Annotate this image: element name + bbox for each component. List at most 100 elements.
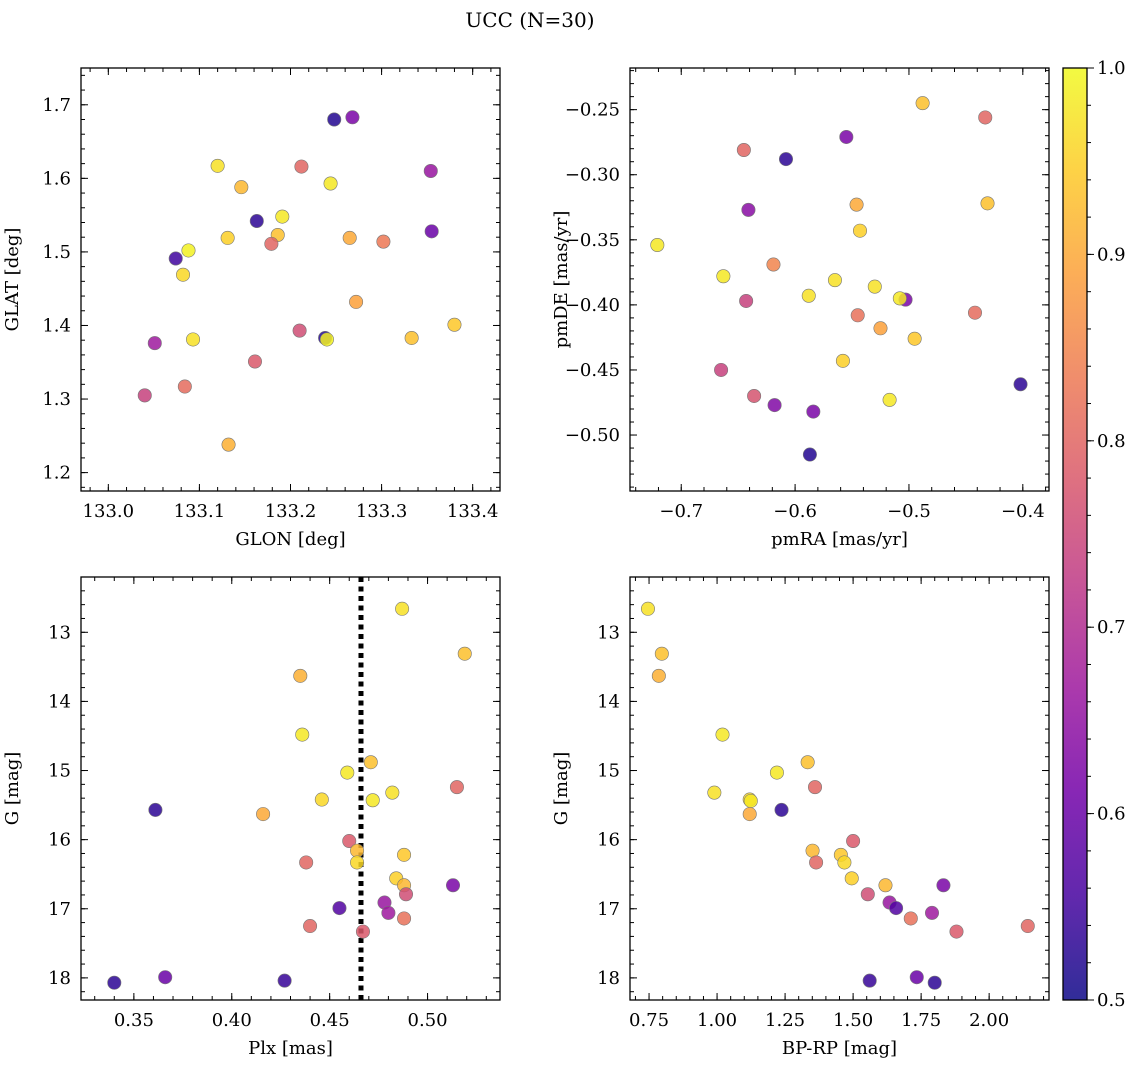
ytick-label-bprp-g-4: 17 xyxy=(597,899,620,920)
point-plx-g-23 xyxy=(381,905,396,920)
point-pmra-pmde-22 xyxy=(835,353,850,368)
colorbar: 0.5 0.6 0.7 0.8 0.9 1.0 xyxy=(1062,58,1126,1011)
point-pmra-pmde-18 xyxy=(850,308,865,323)
colorbar-gradient xyxy=(1063,68,1087,1000)
colorbar-tick-label-2: 0.7 xyxy=(1097,617,1126,638)
xtick-label-bprp-g-0: 0.75 xyxy=(629,1010,669,1031)
xtick-label-plx-g-1: 0.40 xyxy=(212,1010,252,1031)
point-glon-glat-18 xyxy=(349,294,364,309)
point-plx-g-28 xyxy=(277,973,292,988)
ytick-label-glon-glat-3: 1.5 xyxy=(42,242,71,263)
colorbar-tick-label-4: 0.9 xyxy=(1097,244,1126,265)
panel-plx-g: 0.35 0.40 0.45 0.50 13 14 15 16 17 18 Plx [mas] G [… xyxy=(2,576,501,1059)
ytick-label-pmra-pmde-5: −0.25 xyxy=(565,100,620,121)
point-bprp-g-18 xyxy=(878,878,893,893)
point-glon-glat-16 xyxy=(168,251,183,266)
point-bprp-g-1 xyxy=(654,646,669,661)
point-glon-glat-26 xyxy=(247,354,262,369)
ytick-label-plx-g-4: 17 xyxy=(48,899,71,920)
point-glon-glat-3 xyxy=(294,159,309,174)
point-glon-glat-14 xyxy=(264,236,279,251)
point-pmra-pmde-10 xyxy=(766,257,781,272)
point-plx-g-13 xyxy=(350,843,365,858)
point-bprp-g-27 xyxy=(909,970,924,985)
xtick-label-plx-g-3: 0.50 xyxy=(408,1010,448,1031)
xtick-label-glon-glat-3: 133.3 xyxy=(356,501,408,522)
point-glon-glat-23 xyxy=(404,330,419,345)
point-plx-g-29 xyxy=(107,975,122,990)
point-glon-glat-4 xyxy=(423,163,438,178)
xlabel-plx-g: Plx [mas] xyxy=(248,1038,333,1059)
ytick-label-pmra-pmde-1: −0.45 xyxy=(565,360,620,381)
point-plx-g-10 xyxy=(148,802,163,817)
xlabel-glon-glat: GLON [deg] xyxy=(235,529,345,550)
point-glon-glat-15 xyxy=(181,243,196,258)
point-bprp-g-11 xyxy=(742,807,757,822)
xtick-label-bprp-g-1: 1.00 xyxy=(697,1010,737,1031)
ytick-label-bprp-g-5: 18 xyxy=(597,968,620,989)
ytick-label-bprp-g-0: 13 xyxy=(597,622,620,643)
point-bprp-g-3 xyxy=(715,727,730,742)
point-glon-glat-20 xyxy=(292,323,307,338)
ytick-label-bprp-g-1: 14 xyxy=(597,691,620,712)
colorbar-tick-label-0: 0.5 xyxy=(1097,990,1126,1011)
point-glon-glat-22 xyxy=(319,332,334,347)
axes-frame-bprp-g xyxy=(629,576,1050,1001)
xtick-label-bprp-g-5: 2.00 xyxy=(969,1010,1009,1031)
point-glon-glat-24 xyxy=(186,332,201,347)
xtick-label-pmra-pmde-1: −0.6 xyxy=(773,501,817,522)
point-plx-g-3 xyxy=(295,727,310,742)
point-glon-glat-17 xyxy=(176,267,191,282)
point-pmra-pmde-4 xyxy=(778,152,793,167)
point-bprp-g-24 xyxy=(903,911,918,926)
point-pmra-pmde-12 xyxy=(827,273,842,288)
point-bprp-g-23 xyxy=(925,905,940,920)
point-bprp-g-13 xyxy=(805,843,820,858)
xlabel-pmra-pmde: pmRA [mas/yr] xyxy=(771,529,908,550)
panel-bprp-g: 0.75 1.00 1.25 1.50 1.75 2.00 13 14 15 16 17 18 BP-R… xyxy=(551,576,1050,1059)
ytick-label-plx-g-5: 18 xyxy=(48,968,71,989)
point-glon-glat-12 xyxy=(342,230,357,245)
point-glon-glat-2 xyxy=(210,158,225,173)
ytick-label-plx-g-1: 14 xyxy=(48,691,71,712)
ytick-label-plx-g-3: 16 xyxy=(48,830,71,851)
ylabel-pmra-pmde: pmDE [mas/yr] xyxy=(551,211,572,349)
point-plx-g-20 xyxy=(399,887,414,902)
point-glon-glat-1 xyxy=(345,110,360,125)
point-bprp-g-2 xyxy=(651,668,666,683)
point-pmra-pmde-8 xyxy=(852,223,867,238)
point-plx-g-2 xyxy=(293,668,308,683)
point-pmra-pmde-21 xyxy=(907,331,922,346)
point-bprp-g-6 xyxy=(707,785,722,800)
point-pmra-pmde-11 xyxy=(716,269,731,284)
point-glon-glat-29 xyxy=(221,437,236,452)
ytick-label-pmra-pmde-3: −0.35 xyxy=(565,230,620,251)
point-plx-g-19 xyxy=(446,878,461,893)
point-pmra-pmde-19 xyxy=(967,305,982,320)
point-pmra-pmde-14 xyxy=(801,288,816,303)
xtick-label-bprp-g-3: 1.50 xyxy=(833,1010,873,1031)
point-pmra-pmde-13 xyxy=(867,279,882,294)
point-glon-glat-5 xyxy=(234,180,249,195)
xtick-label-glon-glat-1: 133.1 xyxy=(174,501,226,522)
point-pmra-pmde-16 xyxy=(892,291,907,306)
point-plx-g-1 xyxy=(457,646,472,661)
point-plx-g-6 xyxy=(385,785,400,800)
point-bprp-g-15 xyxy=(837,855,852,870)
ytick-label-glon-glat-2: 1.4 xyxy=(42,315,71,336)
xlabel-bprp-g: BP-RP [mag] xyxy=(782,1038,897,1059)
point-pmra-pmde-0 xyxy=(915,96,930,111)
xtick-label-plx-g-2: 0.45 xyxy=(310,1010,350,1031)
point-plx-g-22 xyxy=(332,901,347,916)
point-plx-g-12 xyxy=(342,834,357,849)
point-pmra-pmde-17 xyxy=(739,293,754,308)
ylabel-plx-g: G [mag] xyxy=(2,752,23,825)
point-glon-glat-28 xyxy=(137,388,152,403)
ytick-label-plx-g-0: 13 xyxy=(48,622,71,643)
point-plx-g-27 xyxy=(158,970,173,985)
point-bprp-g-25 xyxy=(1020,919,1035,934)
point-pmra-pmde-25 xyxy=(747,388,762,403)
axes-frame-plx-g xyxy=(80,576,501,1001)
point-pmra-pmde-20 xyxy=(873,321,888,336)
